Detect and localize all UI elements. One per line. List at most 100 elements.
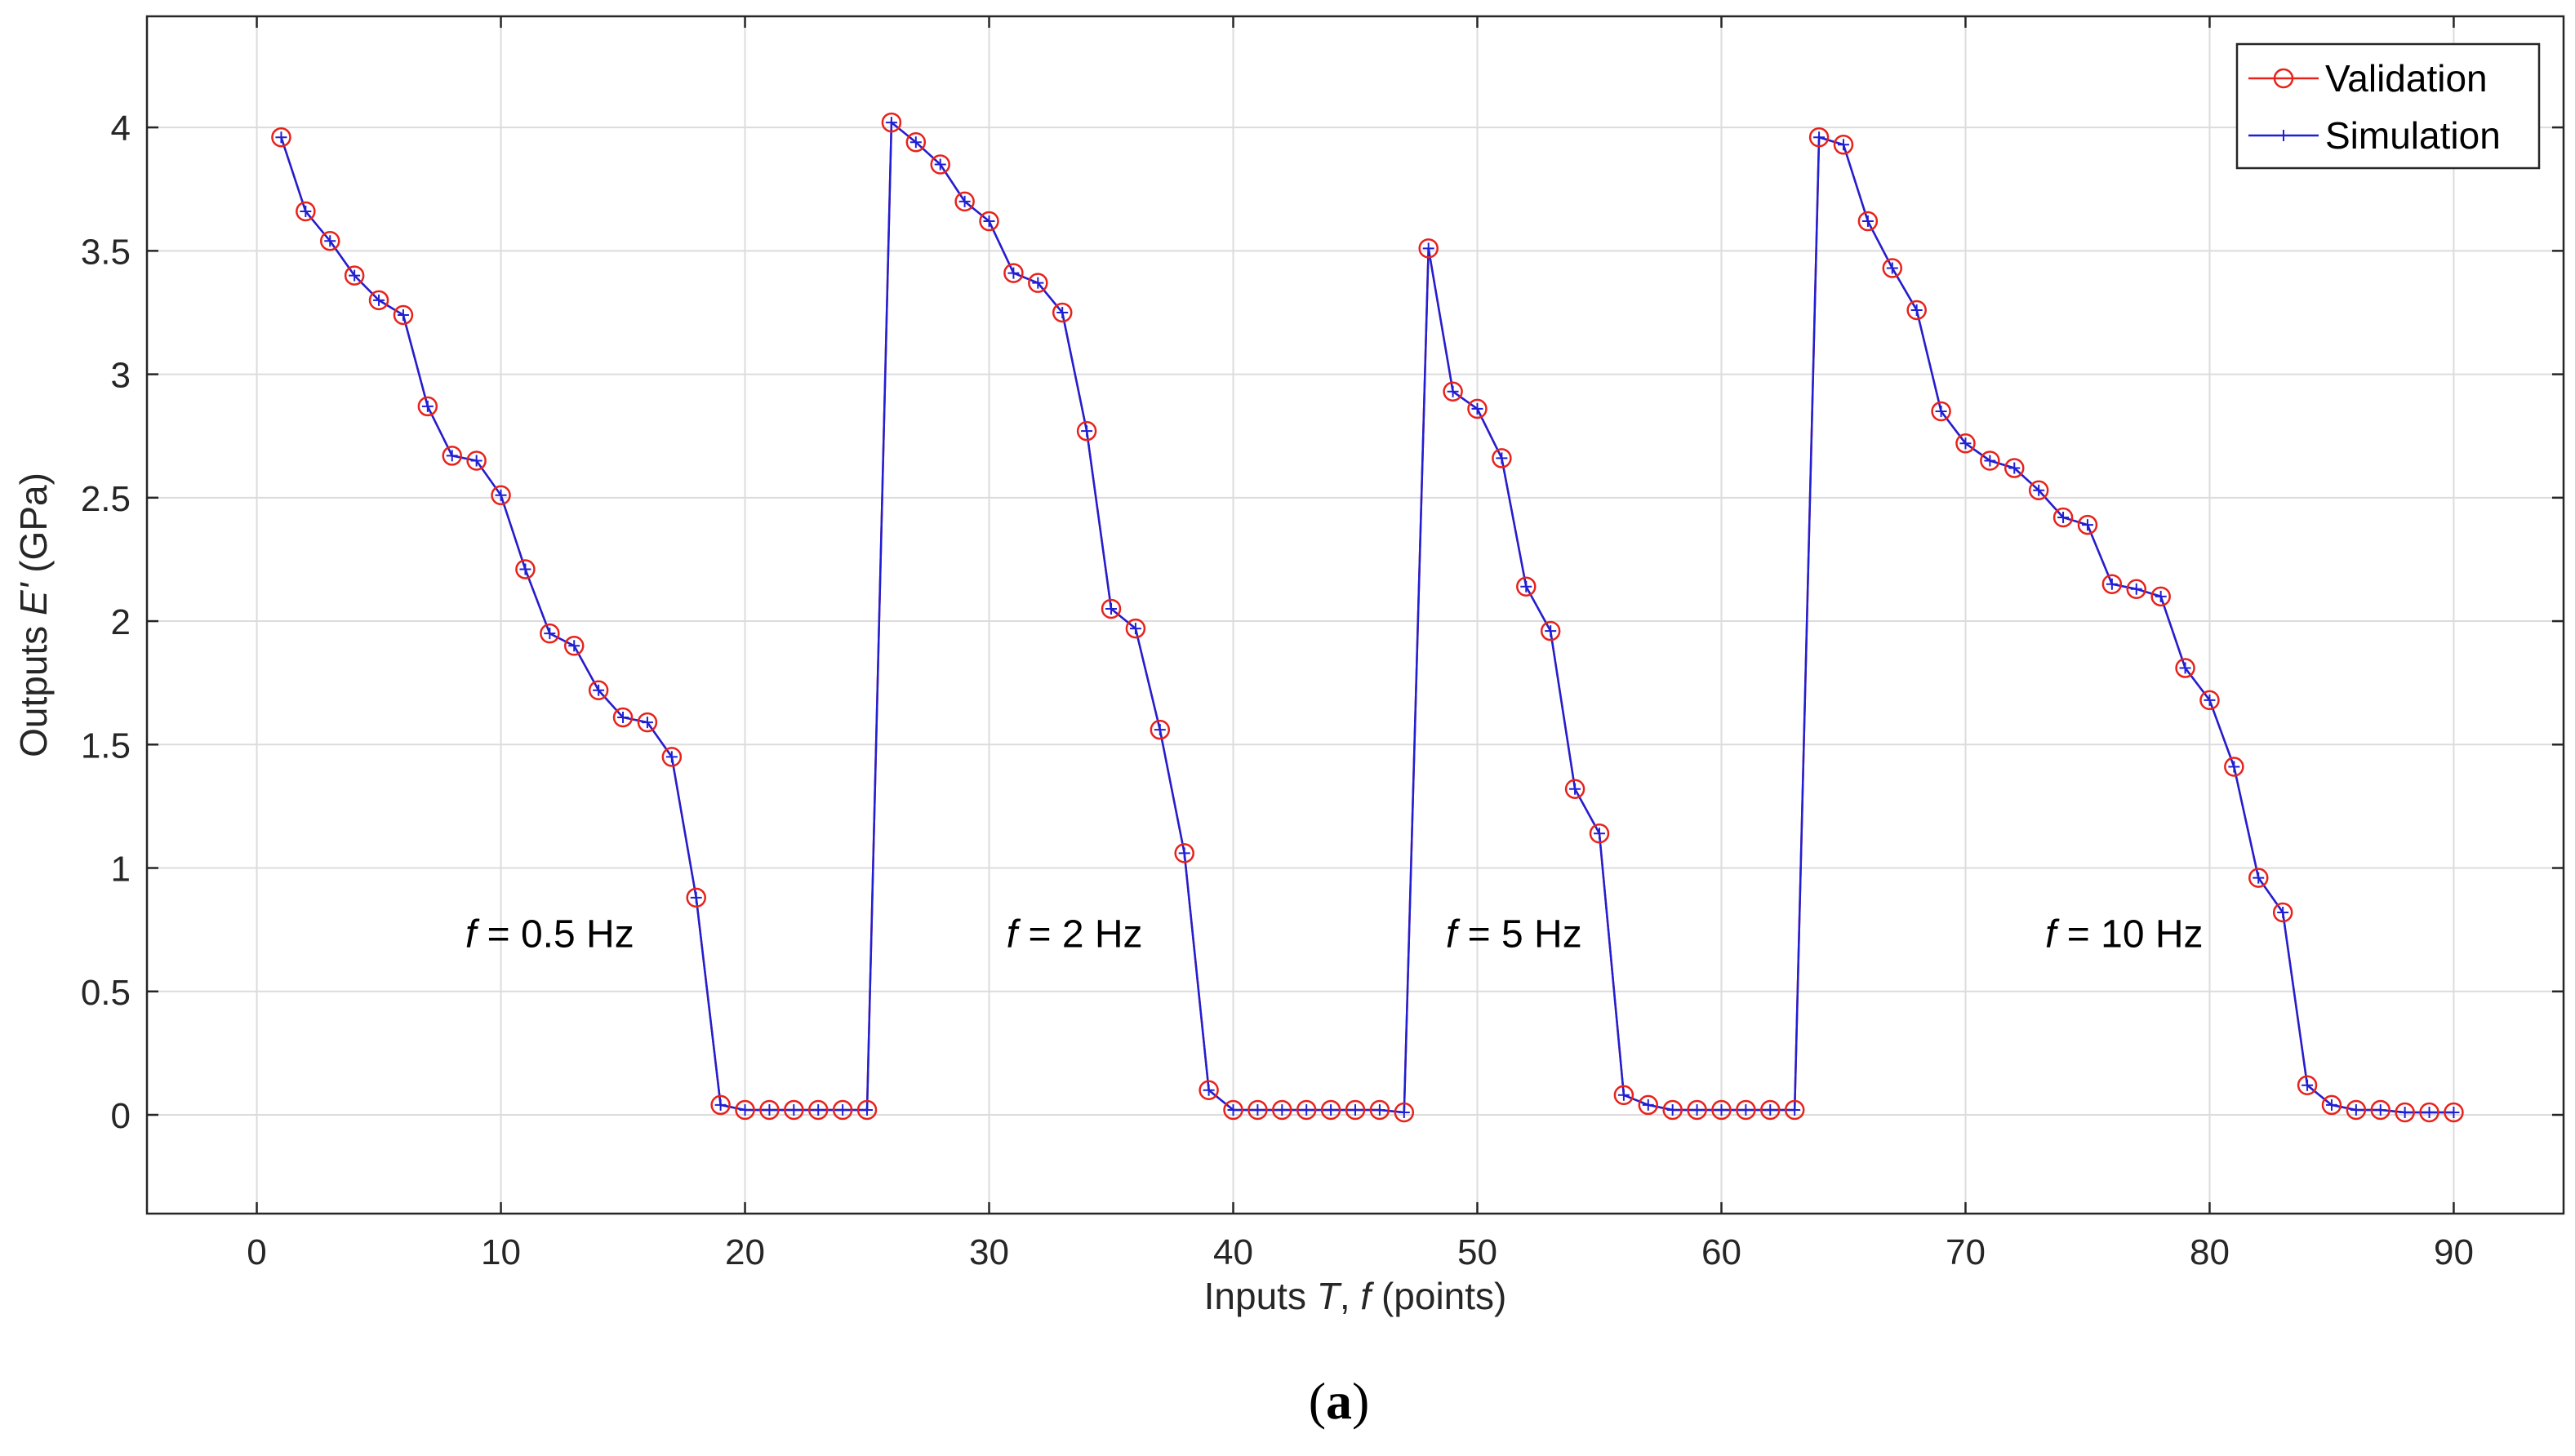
validation-point xyxy=(1150,719,1171,740)
simulation-point xyxy=(1617,1089,1630,1101)
simulation-point xyxy=(519,563,531,575)
simulation-point xyxy=(397,309,409,321)
validation-point xyxy=(930,154,950,175)
simulation-point xyxy=(2325,1099,2337,1111)
validation-point xyxy=(1125,618,1146,639)
simulation-point xyxy=(1350,1103,1361,1116)
validation-point xyxy=(442,446,462,466)
simulation-point xyxy=(300,205,312,217)
simulation-point xyxy=(909,136,922,149)
validation-point xyxy=(1052,302,1073,323)
x-tick-label: 10 xyxy=(481,1232,521,1272)
validation-point xyxy=(1833,135,1854,155)
y-tick-label: 0.5 xyxy=(81,973,131,1013)
validation-point xyxy=(2028,480,2049,501)
validation-point xyxy=(563,636,585,656)
figure-caption: (a) xyxy=(1309,1372,1370,1430)
validation-point xyxy=(784,1099,804,1121)
simulation-point xyxy=(885,117,897,129)
validation-point xyxy=(1369,1099,1390,1121)
validation-point xyxy=(515,559,536,579)
simulation-point xyxy=(2399,1106,2411,1118)
simulation-point xyxy=(1984,455,1996,467)
simulation-point xyxy=(983,215,995,228)
validation-point xyxy=(2444,1102,2464,1123)
simulation-point xyxy=(1910,304,1923,316)
validation-point xyxy=(1589,823,1610,844)
simulation-point xyxy=(1325,1103,1337,1116)
validation-point xyxy=(637,712,658,733)
simulation-point xyxy=(1154,724,1166,736)
simulation-point xyxy=(1789,1103,1801,1116)
simulation-point xyxy=(1642,1099,1654,1111)
simulation-point xyxy=(593,684,605,696)
frequency-annotation: f = 2 Hz xyxy=(1007,912,1143,956)
simulation-point xyxy=(2301,1079,2314,1091)
validation-point xyxy=(905,132,927,153)
simulation-point xyxy=(788,1103,800,1116)
validation-point xyxy=(2150,586,2171,607)
validation-point xyxy=(1808,127,1830,148)
simulation-point xyxy=(1496,452,1508,464)
simulation-point xyxy=(958,195,971,207)
validation-point xyxy=(1492,448,1512,468)
validation-point xyxy=(2052,507,2074,528)
validation-point xyxy=(710,1094,731,1116)
simulation-point xyxy=(837,1103,849,1116)
axis-ticks: 0 10 20 30 40 50 60 70 80 90 0 0.5 1 1.5 2 2.5 3 3.5 4 xyxy=(81,16,2564,1272)
validation-point xyxy=(2370,1099,2391,1121)
validation-point xyxy=(1076,420,1097,442)
validation-point xyxy=(979,211,999,232)
validation-point xyxy=(2419,1102,2439,1123)
validation-point xyxy=(2175,658,2195,678)
validation-point xyxy=(832,1099,853,1121)
simulation-point xyxy=(2081,519,2093,531)
y-tick-label: 2 xyxy=(111,602,131,642)
simulation-point xyxy=(2155,590,2167,602)
x-tick-label: 90 xyxy=(2434,1232,2474,1272)
y-tick-label: 1 xyxy=(111,850,131,890)
simulation-point xyxy=(1276,1103,1288,1116)
validation-point xyxy=(588,680,609,701)
validation-point xyxy=(2224,757,2244,777)
legend-marker-simulation xyxy=(2278,130,2289,141)
validation-point xyxy=(2272,902,2293,923)
simulation-point xyxy=(1203,1084,1215,1096)
simulation-point xyxy=(1227,1103,1239,1116)
grid xyxy=(147,16,2564,1214)
simulation-point xyxy=(1447,385,1459,397)
simulation-point xyxy=(1813,131,1826,144)
simulation-point xyxy=(2253,872,2265,884)
simulation-point xyxy=(2008,462,2021,474)
simulation-point xyxy=(373,294,385,306)
simulation-point xyxy=(275,131,287,144)
simulation-point xyxy=(1373,1103,1385,1116)
x-tick-label: 0 xyxy=(247,1232,266,1272)
legend: Validation Simulation xyxy=(2235,42,2541,170)
simulation-point xyxy=(1593,828,1605,840)
validation-point xyxy=(393,304,414,326)
validation-point xyxy=(1906,300,1927,321)
x-tick-label: 60 xyxy=(1701,1232,1741,1272)
x-tick-label: 30 xyxy=(969,1232,1009,1272)
simulation-point xyxy=(1105,602,1118,615)
series-layer xyxy=(271,112,2464,1123)
simulation-point xyxy=(861,1103,874,1116)
simulation-point xyxy=(2228,761,2240,773)
y-tick-label: 2.5 xyxy=(81,479,131,519)
simulation-point xyxy=(1740,1103,1752,1116)
simulation-point xyxy=(1886,262,1898,274)
simulation-point xyxy=(2033,484,2045,496)
simulation-point xyxy=(763,1103,776,1116)
simulation-point xyxy=(1007,267,1020,279)
validation-point xyxy=(1931,401,1951,422)
validation-point xyxy=(2346,1099,2367,1121)
validation-point xyxy=(1638,1094,1659,1116)
validation-point xyxy=(2126,579,2147,599)
validation-point xyxy=(2077,514,2098,535)
x-tick-label: 40 xyxy=(1213,1232,1253,1272)
validation-point xyxy=(296,201,316,222)
simulation-point xyxy=(2204,694,2216,706)
legend-marker-validation xyxy=(2273,68,2294,89)
y-tick-label: 1.5 xyxy=(81,726,131,766)
